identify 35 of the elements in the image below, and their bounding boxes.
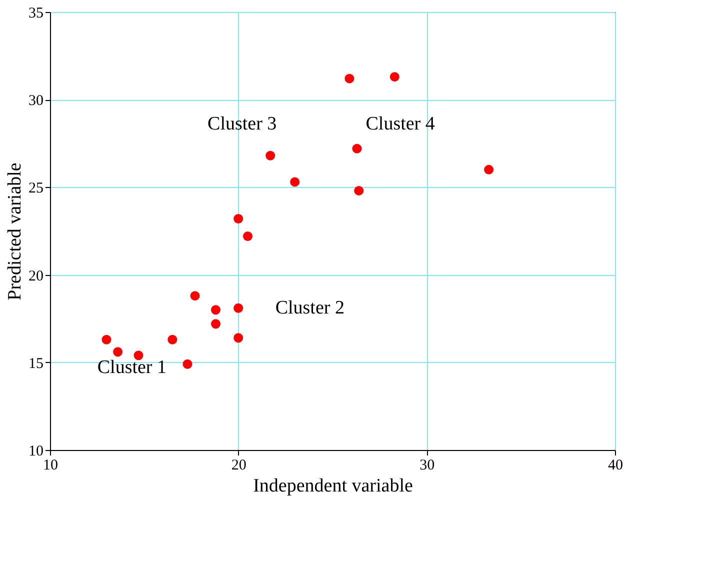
y-tick-label: 20 bbox=[28, 268, 44, 284]
point bbox=[210, 319, 220, 329]
y-tick-label: 35 bbox=[28, 6, 44, 22]
annotation: Cluster 2 bbox=[275, 298, 344, 319]
point bbox=[134, 350, 144, 360]
annotation: Cluster 3 bbox=[208, 114, 277, 135]
point bbox=[266, 150, 276, 160]
y-tick-label: 30 bbox=[28, 93, 44, 110]
point bbox=[290, 177, 300, 187]
x-axis-title: Independent variable bbox=[253, 476, 413, 496]
point bbox=[390, 72, 400, 82]
x-tick-label: 30 bbox=[420, 458, 435, 474]
point bbox=[243, 232, 252, 241]
point bbox=[484, 164, 494, 174]
point bbox=[168, 334, 178, 344]
point bbox=[234, 214, 244, 224]
point bbox=[210, 305, 220, 315]
annotation: Cluster 4 bbox=[366, 114, 436, 135]
x-tick-label: 40 bbox=[608, 458, 623, 474]
point bbox=[354, 186, 364, 196]
y-axis-title: Predicted variable bbox=[4, 162, 26, 300]
point bbox=[102, 334, 112, 344]
annotation: Cluster 1 bbox=[97, 356, 166, 378]
point bbox=[182, 359, 192, 369]
y-tick-label: 10 bbox=[28, 444, 44, 460]
point bbox=[234, 333, 244, 343]
point bbox=[234, 303, 244, 313]
x-tick-label: 20 bbox=[231, 458, 246, 474]
point bbox=[190, 291, 200, 301]
x-tick-label: 10 bbox=[43, 458, 58, 474]
point bbox=[113, 347, 123, 357]
y-tick-label: 25 bbox=[28, 180, 44, 197]
point bbox=[352, 144, 362, 154]
point bbox=[344, 74, 354, 84]
y-tick-label: 15 bbox=[28, 356, 44, 372]
